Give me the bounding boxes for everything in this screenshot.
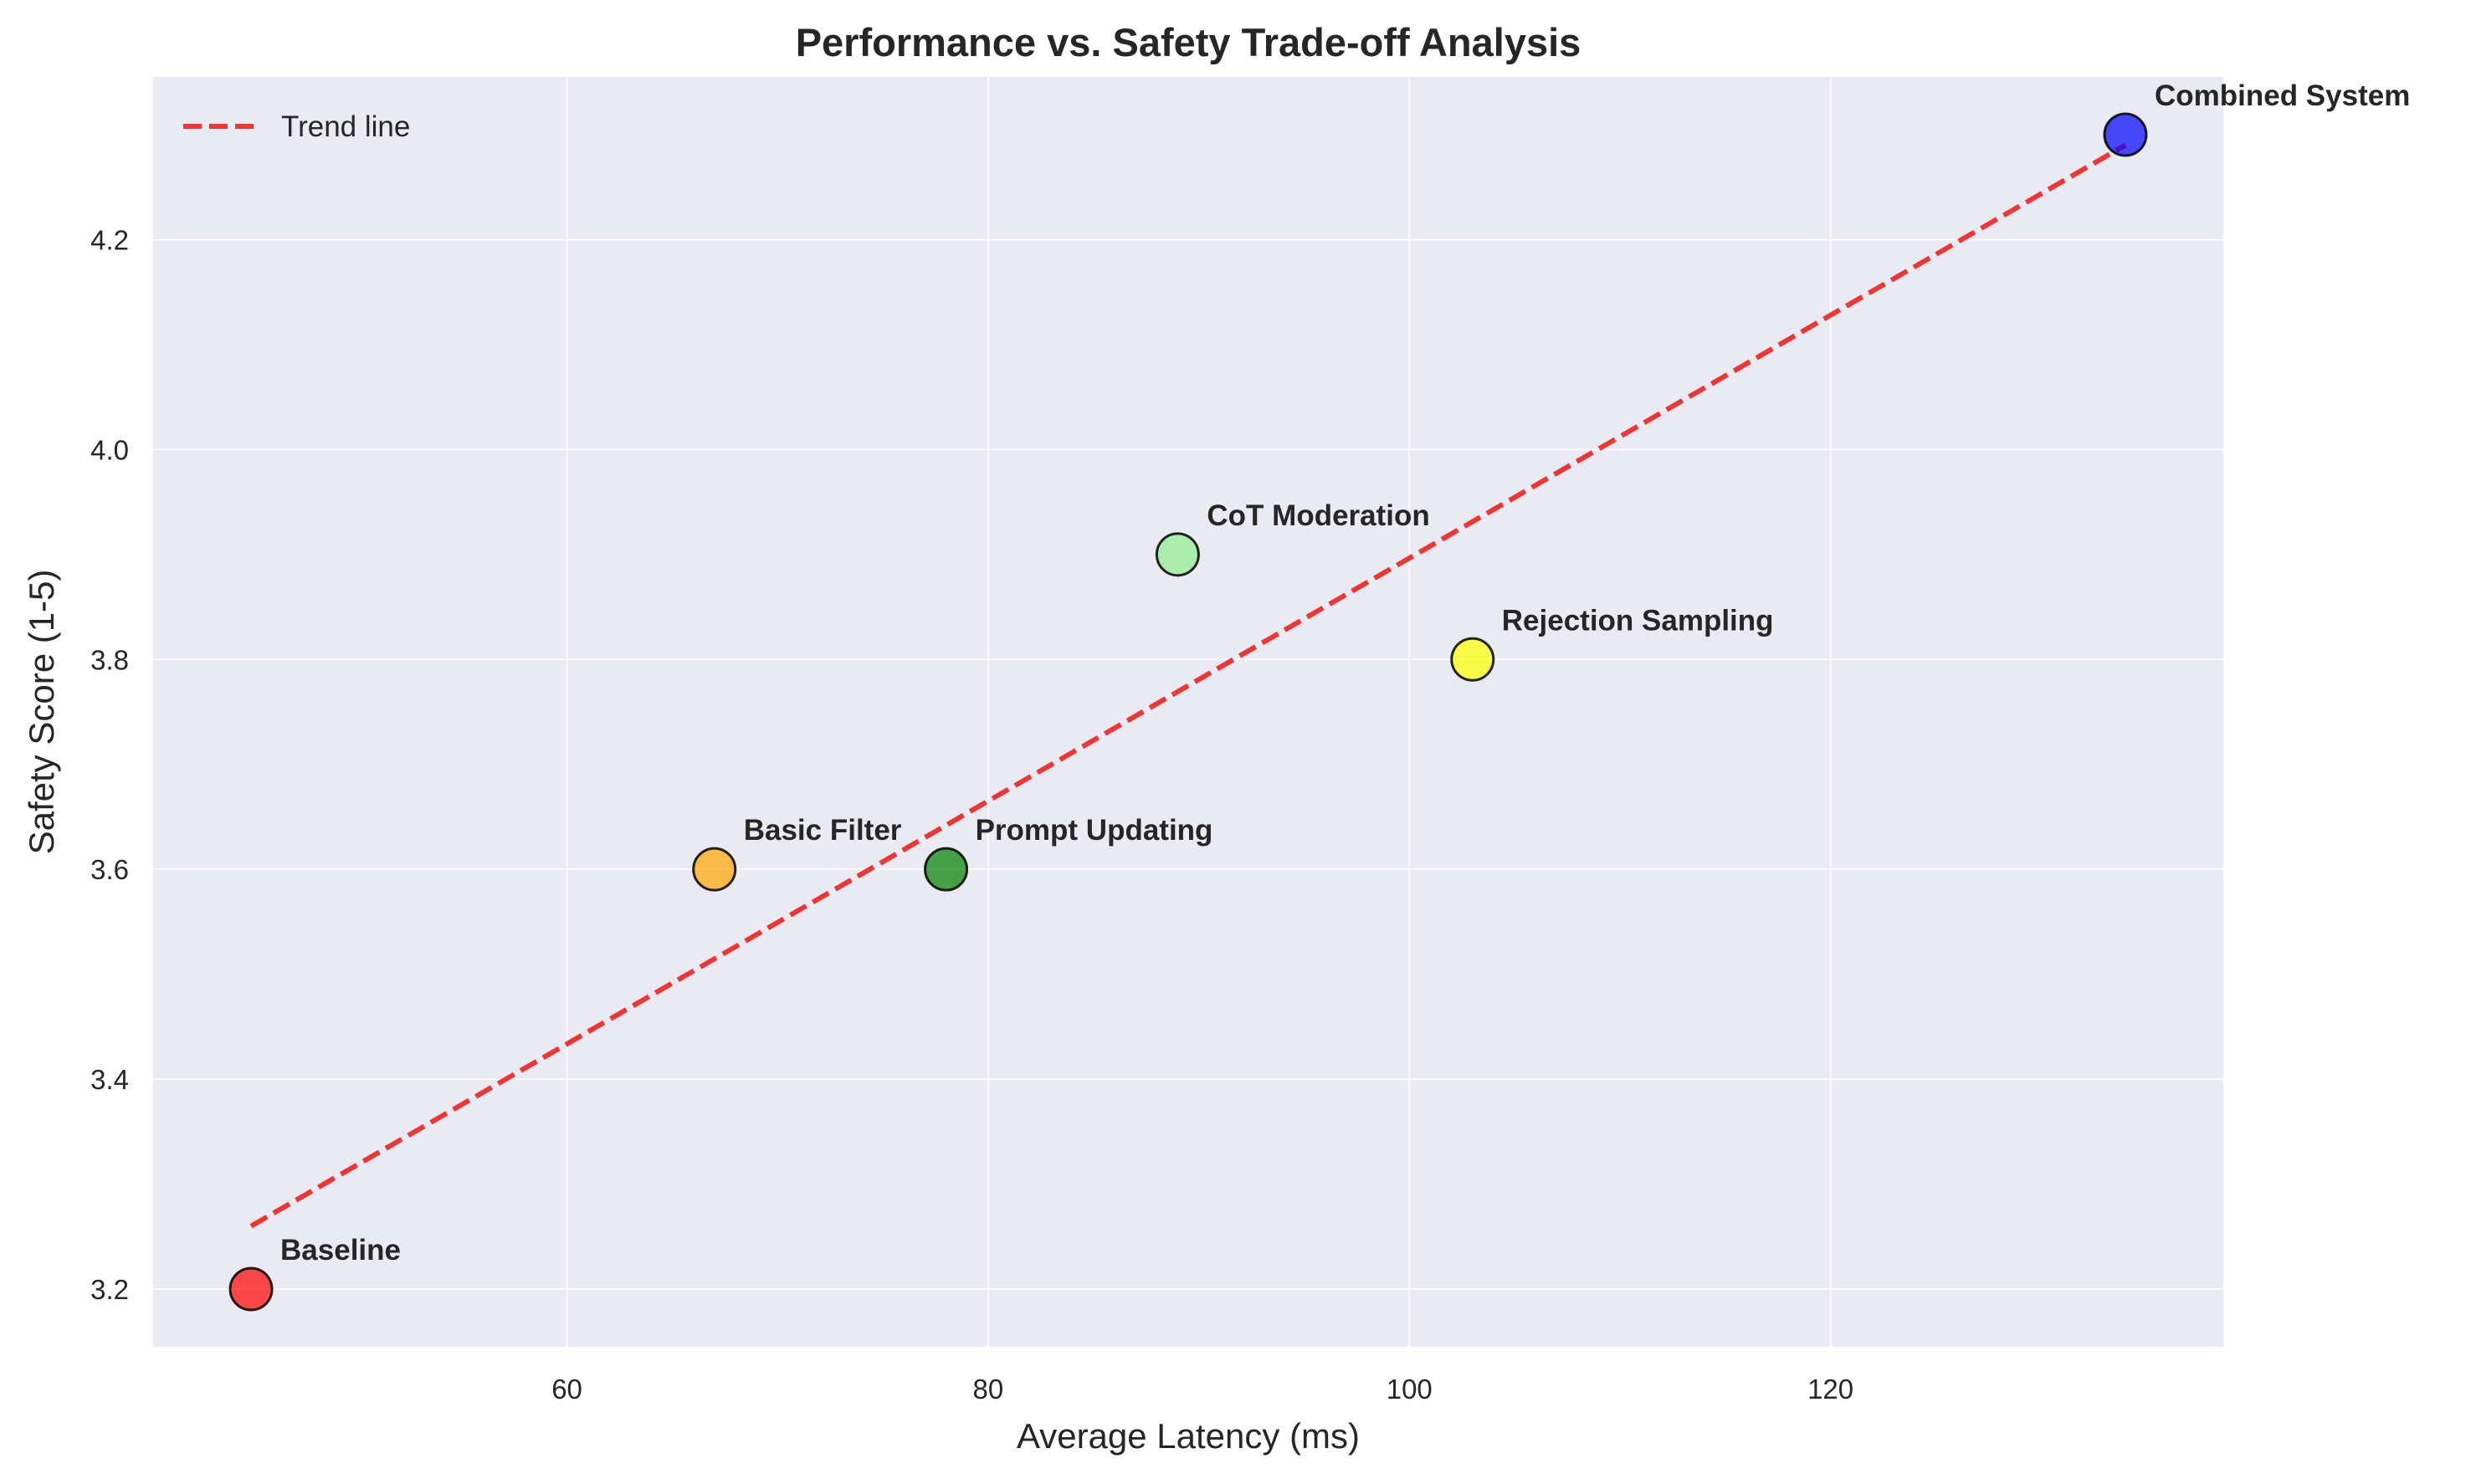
trend-line-layer <box>249 142 2127 1229</box>
x-axis-ticks: 60 80 100 120 <box>551 1374 1853 1405</box>
x-tick-label: 120 <box>1807 1374 1853 1405</box>
point-label: Prompt Updating <box>976 814 1213 847</box>
data-points <box>228 112 2148 1312</box>
chart-title: Performance vs. Safety Trade-off Analysi… <box>796 20 1581 64</box>
point-label: Baseline <box>280 1234 401 1267</box>
plot-area <box>153 77 2223 1347</box>
trend-line <box>249 142 2127 1229</box>
x-axis-label: Average Latency (ms) <box>1017 1416 1360 1456</box>
data-point <box>228 1267 274 1312</box>
y-axis-ticks: 3.2 3.4 3.6 3.8 4.0 4.2 <box>90 224 129 1305</box>
data-point <box>924 847 969 892</box>
x-tick-label: 100 <box>1387 1374 1433 1405</box>
legend: Trend line <box>183 110 410 143</box>
data-point <box>2103 112 2148 157</box>
legend-trend-label: Trend line <box>281 110 410 143</box>
point-label: Combined System <box>2155 79 2410 112</box>
data-point <box>692 847 737 892</box>
data-point <box>1155 532 1200 577</box>
y-tick-label: 3.8 <box>90 644 129 675</box>
y-tick-label: 3.6 <box>90 854 129 885</box>
y-tick-label: 4.2 <box>90 224 129 255</box>
point-label: Basic Filter <box>744 814 902 847</box>
grid-lines <box>153 77 2223 1347</box>
y-tick-label: 3.2 <box>90 1274 129 1305</box>
x-tick-label: 80 <box>973 1374 1004 1405</box>
point-label: CoT Moderation <box>1207 499 1429 532</box>
point-label: Rejection Sampling <box>1502 604 1774 637</box>
y-tick-label: 3.4 <box>90 1064 129 1095</box>
point-labels: Baseline Basic Filter Prompt Updating CoT M… <box>280 79 2410 1267</box>
x-tick-label: 60 <box>551 1374 582 1405</box>
y-axis-label: Safety Score (1-5) <box>22 570 61 855</box>
y-tick-label: 4.0 <box>90 434 129 465</box>
data-point <box>1450 637 1495 682</box>
